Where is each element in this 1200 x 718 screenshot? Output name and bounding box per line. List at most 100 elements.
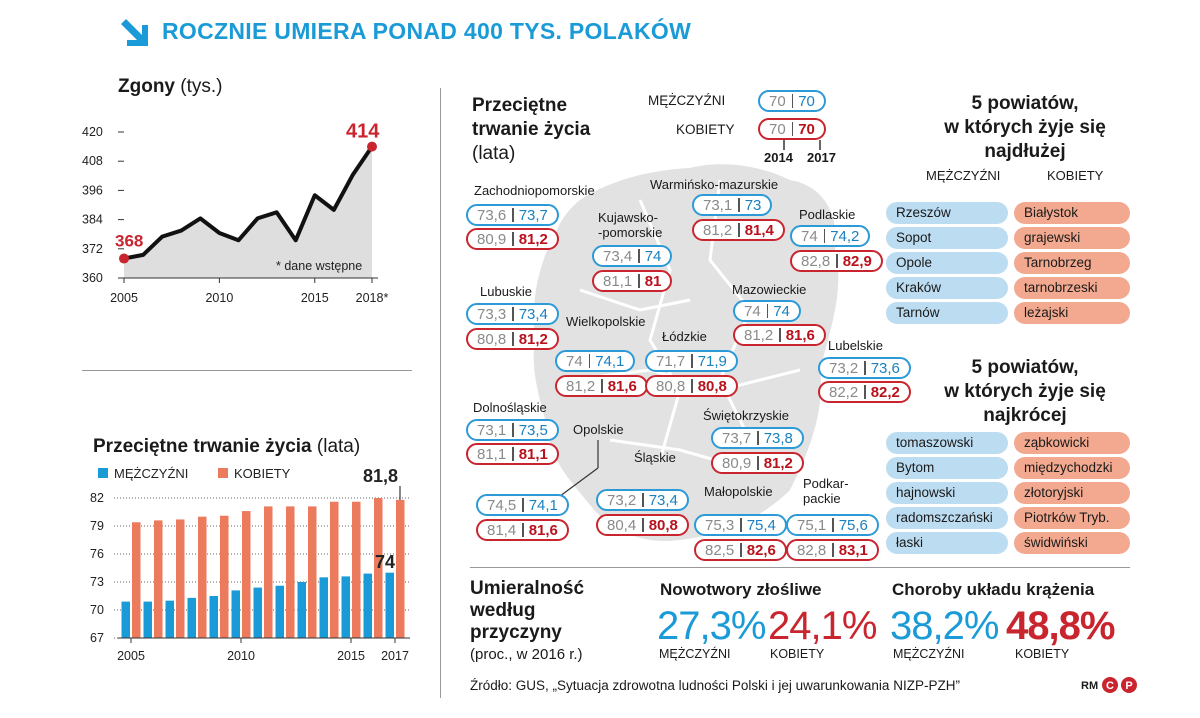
value-2014: 74	[801, 227, 818, 245]
value-2014: 81,2	[703, 221, 733, 239]
deaths-heading: Zgony (tys.)	[118, 76, 223, 98]
region-name: Śląskie	[634, 450, 676, 465]
value-2017: 82,2	[870, 383, 900, 401]
life-y-tick-label: 79	[90, 519, 104, 533]
legend-f-swatch	[218, 468, 228, 478]
deaths-y-tick-label: 420	[82, 125, 103, 139]
value-2017: 83,1	[838, 541, 868, 559]
region-label: Małopolskie	[704, 484, 773, 499]
value-2017: 81,2	[518, 230, 548, 248]
region-name: Mazowieckie	[732, 282, 807, 297]
bar-f-2007	[176, 519, 185, 638]
life-x-tick-label: 2005	[117, 649, 145, 663]
region-men-values: 73,6 73,7	[466, 204, 559, 226]
shortest-heading: 5 powiatów, w których żyje się najkrócej	[900, 356, 1150, 428]
value-2014: 82,5	[705, 541, 735, 559]
shortest-f-item: złotoryjski	[1014, 482, 1130, 504]
longest-m-item: Tarnów	[886, 302, 1008, 324]
region-women-values: 80,4 80,8	[596, 514, 689, 536]
value-2014: 80,4	[607, 516, 637, 534]
value-2017: 80,8	[648, 516, 678, 534]
value-2017: 81,6	[785, 326, 815, 344]
shortest-m-item: tomaszowski	[886, 432, 1008, 454]
region-women-values: 80,8 81,2	[466, 328, 559, 350]
bar-f-2005	[132, 522, 141, 638]
value-2017: 74,1	[528, 496, 558, 514]
mortality-line2: według	[470, 600, 536, 621]
longest-f-item: Tarnobrzeg	[1014, 252, 1130, 274]
value-2014: 73,1	[703, 196, 733, 214]
deaths-line	[123, 145, 374, 261]
deaths-first-label: 368	[115, 232, 143, 251]
map-legend-m-label: MĘŻCZYŹNI	[648, 93, 726, 108]
region-women-values: 82,8 83,1	[786, 539, 879, 561]
region-label: Mazowieckie	[732, 282, 806, 297]
region-women-values: 81,2 81,6	[733, 324, 826, 346]
region-label: Świętokrzyskie	[703, 408, 789, 423]
cancer-m-pct: 27,3%	[657, 604, 766, 648]
bar-m-2015	[341, 576, 350, 638]
bar-f-2009	[220, 515, 229, 638]
credit-initials: RM	[1081, 680, 1099, 692]
value-2017: 74	[773, 302, 790, 320]
value-2014: 81,4	[487, 521, 517, 539]
deaths-note: * dane wstępne	[276, 259, 362, 273]
value-2014: 74,5	[487, 496, 517, 514]
region-label: Kujawsko- -pomorskie	[598, 210, 662, 240]
value-2014: 73,7	[722, 429, 752, 447]
deaths-line-chart: 420 408 396 384 372 360 2005 2010 2015 2018* 368 41…	[82, 121, 389, 305]
region-men-values: 73,3 73,4	[466, 303, 559, 325]
value-2017: 81,6	[528, 521, 558, 539]
deaths-x-tick-label: 2018*	[356, 291, 389, 305]
svg-text:P: P	[1125, 680, 1132, 692]
region-label: Warmińsko-mazurskie	[650, 177, 778, 192]
region-women-values: 81,1 81,1	[466, 443, 559, 465]
value-2014: 71,7	[656, 352, 686, 370]
value-2017: 81,4	[744, 221, 774, 239]
deaths-y-tick-label: 360	[82, 271, 103, 285]
shortest-m-item: radomszczański	[886, 507, 1008, 529]
shortest-f-item: międzychodzki	[1014, 457, 1130, 479]
region-name-2: packie	[803, 491, 841, 506]
bar-f-2013	[308, 506, 317, 638]
bar-f-2014	[330, 501, 339, 638]
cancer-f-pct: 24,1%	[768, 604, 877, 648]
legend-ticks	[783, 140, 821, 150]
value-2014: 82,8	[801, 252, 831, 270]
deaths-y-tick-label: 384	[82, 213, 103, 227]
value-2014: 82,2	[829, 383, 859, 401]
region-men-values: 75,1 75,6	[786, 514, 879, 536]
value-2014: 75,1	[797, 516, 827, 534]
region-men-values: 74 74,1	[555, 350, 636, 372]
map-heading-line1: Przeciętne	[472, 95, 568, 116]
value-2014: 81,1	[477, 445, 507, 463]
region-name-2: -pomorskie	[598, 225, 663, 240]
life-x-tick-label: 2015	[337, 649, 365, 663]
deaths-x-tick-label: 2010	[205, 291, 233, 305]
region-name: Podlaskie	[799, 207, 856, 222]
life-y-tick-label: 76	[90, 547, 104, 561]
longest-line1: 5 powiatów,	[971, 93, 1079, 114]
shortest-f-item: świdwiński	[1014, 532, 1130, 554]
value-2014: 81,2	[744, 326, 774, 344]
shortest-f-item: Piotrków Tryb.	[1014, 507, 1130, 529]
value-2014: 73,6	[477, 206, 507, 224]
longest-f-item: leżajski	[1014, 302, 1130, 324]
value-2017: 73,4	[518, 305, 548, 323]
deaths-last-label: 414	[346, 121, 380, 143]
circ-m-label: MĘŻCZYŹNI	[893, 647, 965, 661]
value-2017: 73,8	[763, 429, 793, 447]
value-2017: 73	[744, 196, 762, 214]
region-women-values: 81,2 81,4	[692, 219, 785, 241]
region-label: Lubelskie	[828, 338, 883, 353]
deaths-y-tick-label: 372	[82, 242, 103, 256]
region-name: Wielkopolskie	[566, 314, 646, 329]
bar-m-2007	[165, 600, 174, 638]
value-2014: 73,1	[477, 421, 507, 439]
value-2017: 82,6	[746, 541, 776, 559]
cancer-m-label: MĘŻCZYŹNI	[659, 647, 731, 661]
value-2017: 80,8	[697, 377, 727, 395]
region-name: Warmińsko-mazurskie	[650, 177, 779, 192]
region-men-values: 73,2 73,6	[818, 357, 911, 379]
value-2014: 73,3	[477, 305, 507, 323]
